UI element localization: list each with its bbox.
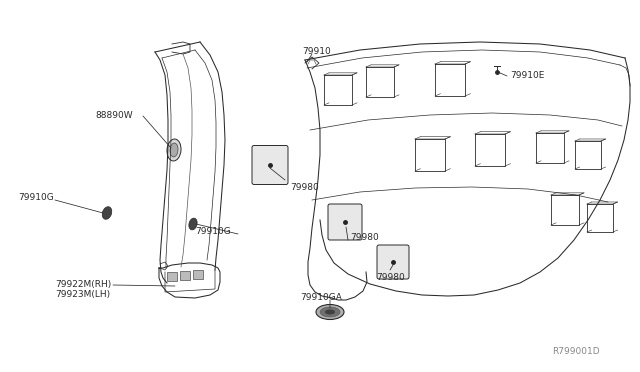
Text: R799001D: R799001D (552, 347, 600, 356)
FancyBboxPatch shape (328, 204, 362, 240)
Ellipse shape (170, 143, 178, 157)
Text: 79980: 79980 (350, 234, 379, 243)
Text: 88890W: 88890W (95, 110, 132, 119)
Text: 79910: 79910 (302, 48, 331, 57)
Text: 79980: 79980 (376, 273, 404, 282)
Text: 79923M(LH): 79923M(LH) (55, 291, 110, 299)
Text: 79910G: 79910G (195, 228, 231, 237)
Text: 79980: 79980 (290, 183, 319, 192)
Text: 79922M(RH): 79922M(RH) (55, 279, 111, 289)
Text: 79910E: 79910E (510, 71, 545, 80)
Ellipse shape (320, 307, 340, 317)
FancyBboxPatch shape (377, 245, 409, 279)
Ellipse shape (102, 207, 112, 219)
FancyBboxPatch shape (193, 270, 203, 279)
Text: 79910GA: 79910GA (300, 294, 342, 302)
Text: 79910G: 79910G (18, 193, 54, 202)
Ellipse shape (325, 310, 335, 314)
FancyBboxPatch shape (167, 272, 177, 281)
FancyBboxPatch shape (180, 271, 190, 280)
Ellipse shape (316, 305, 344, 320)
FancyBboxPatch shape (252, 145, 288, 185)
Ellipse shape (167, 139, 181, 161)
Ellipse shape (189, 218, 197, 230)
